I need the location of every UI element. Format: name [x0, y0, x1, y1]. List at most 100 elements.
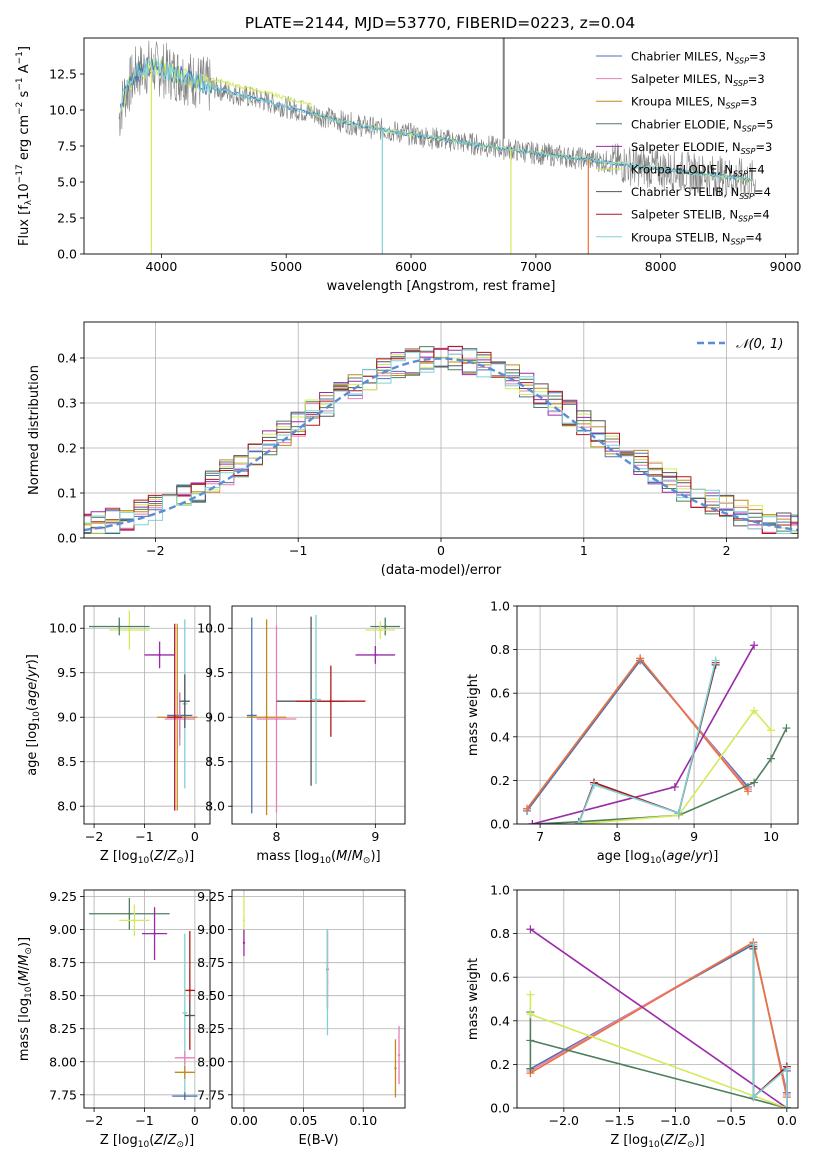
data-point [183, 1056, 186, 1059]
weight-marker [782, 1104, 791, 1108]
x-tick-label: 4000 [145, 259, 177, 274]
data-point [374, 653, 377, 657]
weight-marker [526, 990, 535, 999]
y-tick-label: 8.00 [197, 1054, 225, 1069]
panel-weight_vs_age: 7 8 9 10 0.0 0.2 0.4 0.6 0.8 1.0 age [log10(age/yr… [466, 599, 799, 866]
data-point [242, 941, 246, 945]
x-tick-label: 6000 [395, 259, 427, 274]
y-tick-label: 10.0 [49, 103, 77, 118]
y-axis-label: Flux [fλ10−17 erg cm−2 s−1 A−1] [15, 46, 34, 246]
axes-frame [83, 37, 799, 255]
weight-line [529, 928, 788, 1108]
panel-mass_vs_EBV: 0.00 0.05 0.10 7.75 8.00 8.25 8.50 8.75 9.00 9.25… [197, 889, 406, 1148]
y-tick-label: 8.50 [49, 988, 77, 1003]
data-point [384, 625, 387, 628]
y-tick-label: 1.0 [490, 599, 510, 614]
y-tick-label: 0.0 [57, 531, 77, 546]
y-tick-label: 8.25 [49, 1021, 77, 1036]
legend-label: Kroupa STELIB, NSSP=4 [631, 230, 762, 246]
y-tick-label: 8.75 [197, 955, 225, 970]
weight-marker [767, 754, 776, 763]
y-tick-label: 8.50 [197, 988, 225, 1003]
x-tick-label: −2.0 [549, 1113, 579, 1128]
x-tick-label: 0.0 [777, 1113, 797, 1128]
weight-line [752, 948, 788, 1108]
residual-histogram-step [84, 348, 798, 534]
legend-label: Chabrier STELIB, NSSP=4 [631, 185, 771, 201]
model-spectrum-line [119, 57, 753, 182]
y-tick-label: 8.00 [49, 1054, 77, 1069]
y-tick-label: 8.0 [205, 799, 225, 814]
x-tick-label: −1 [135, 829, 153, 844]
y-tick-label: 0.0 [490, 1101, 510, 1116]
data-point [394, 1067, 397, 1070]
axes-frame [231, 889, 406, 1109]
plot-area [118, 38, 756, 254]
x-tick-label: −2 [85, 1113, 103, 1128]
data-point [250, 714, 253, 717]
data-point [397, 1053, 401, 1057]
y-tick-label: 9.0 [205, 710, 225, 725]
plot-area [242, 896, 401, 1098]
y-tick-label: 9.0 [57, 710, 77, 725]
y-tick-label: 0.3 [57, 396, 77, 411]
x-axis-label: age [log10(age/yr)] [597, 849, 719, 866]
weight-marker [782, 1064, 791, 1073]
x-tick-label: −1.0 [660, 1113, 690, 1128]
y-axis-label: mass [log10(M/M⊙)] [17, 937, 34, 1061]
y-tick-label: 9.25 [197, 889, 225, 904]
x-tick-label: 1 [580, 543, 588, 558]
y-tick-label: 9.00 [197, 922, 225, 937]
y-tick-label: 0.1 [57, 486, 77, 501]
y-tick-label: 9.00 [49, 922, 77, 937]
data-point [314, 698, 318, 701]
plot-area [526, 925, 791, 1108]
axes-frame [83, 605, 211, 825]
weight-marker [767, 726, 776, 735]
y-tick-label: 9.5 [57, 665, 77, 680]
legend-label: Salpeter STELIB, NSSP=4 [631, 208, 770, 224]
axes-frame [83, 889, 211, 1109]
panel-age_vs_mass: 8 9 8.0 8.5 9.0 9.5 10.0 mass [log10(M/M⊙)] [197, 605, 406, 866]
y-tick-label: 0.0 [490, 817, 510, 832]
weight-line [577, 660, 717, 824]
legend-label: Salpeter MILES, NSSP=3 [631, 72, 765, 88]
weight-marker [743, 787, 752, 796]
x-axis-label: Z [log10(Z/Z⊙)] [100, 849, 194, 866]
y-tick-label: 0.6 [490, 970, 510, 985]
legend-label: Salpeter ELODIE, NSSP=3 [631, 140, 772, 156]
plot-layer: 4000 5000 6000 7000 8000 90000.02.55.07.510.0… [15, 37, 801, 1150]
data-point [178, 717, 181, 721]
data-point [183, 1071, 186, 1074]
normal-curve-line [84, 357, 798, 532]
weight-marker [674, 809, 683, 818]
axes-frame [83, 321, 799, 539]
y-tick-label: 10.0 [49, 621, 77, 636]
weight-marker [636, 654, 645, 663]
weight-marker [749, 1093, 758, 1102]
y-tick-label: 10.0 [197, 621, 225, 636]
plot-area [523, 641, 791, 824]
x-tick-label: 0.10 [349, 1113, 377, 1128]
x-tick-label: 8000 [645, 259, 677, 274]
x-tick-label: 2 [723, 543, 731, 558]
legend-label: Kroupa ELODIE, NSSP=4 [631, 163, 765, 179]
x-tick-label: 0 [191, 829, 199, 844]
weight-marker [750, 706, 759, 715]
residual-histogram-step [84, 345, 798, 534]
weight-line [752, 944, 788, 1108]
y-axis-label: Normed distribution [27, 365, 42, 495]
y-tick-label: 8.75 [49, 955, 77, 970]
x-tick-label: 9 [690, 829, 698, 844]
legend-label: Chabrier ELODIE, NSSP=5 [631, 117, 773, 133]
x-axis-label: wavelength [Angstrom, rest frame] [327, 279, 556, 294]
axes-frame [231, 605, 406, 825]
legend-label: Kroupa MILES, NSSP=3 [631, 95, 757, 111]
panel-age_vs_Z: −2 −1 0 8.0 8.5 9.0 9.5 10.0 Z [log10(Z/Z⊙)] age … [25, 605, 211, 866]
weight-marker [526, 925, 535, 934]
data-point [158, 653, 161, 657]
data-point [242, 919, 246, 922]
data-point [128, 628, 131, 632]
x-tick-label: 0 [437, 543, 445, 558]
